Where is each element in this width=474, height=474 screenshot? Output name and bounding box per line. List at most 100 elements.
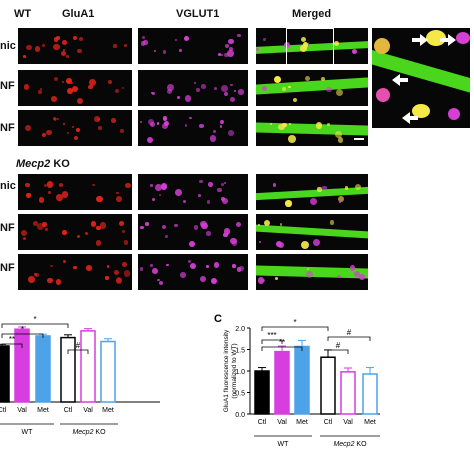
puncta <box>223 232 228 237</box>
puncta <box>317 187 322 192</box>
puncta <box>157 278 160 282</box>
puncta <box>88 84 94 90</box>
puncta <box>219 125 222 128</box>
puncta <box>278 123 285 131</box>
puncta <box>105 276 109 280</box>
puncta <box>306 271 313 278</box>
puncta <box>47 190 51 194</box>
x-tick-label: Ctl <box>64 407 73 414</box>
puncta <box>72 35 77 40</box>
inset-synapse <box>412 104 430 118</box>
puncta <box>182 199 187 204</box>
puncta <box>49 264 53 268</box>
micrograph-panel <box>256 28 368 64</box>
puncta <box>205 264 209 269</box>
puncta <box>96 226 101 231</box>
puncta <box>233 89 237 93</box>
puncta <box>76 97 84 105</box>
puncta <box>281 87 286 92</box>
puncta <box>213 129 217 134</box>
puncta <box>327 122 331 126</box>
mecp2-gene-label: Mecp2 <box>16 158 51 170</box>
puncta <box>179 271 186 278</box>
puncta <box>183 35 189 41</box>
puncta <box>140 267 144 271</box>
micrograph-panel <box>256 254 368 290</box>
puncta <box>358 273 366 281</box>
row-label-2: NF <box>0 80 15 92</box>
puncta <box>58 183 64 188</box>
significance-bracket <box>1 323 69 328</box>
bar <box>294 345 310 415</box>
puncta <box>146 137 153 144</box>
puncta <box>222 197 229 204</box>
puncta <box>223 92 228 97</box>
puncta <box>27 276 35 284</box>
puncta <box>272 183 277 187</box>
puncta <box>213 262 220 268</box>
puncta <box>44 228 48 232</box>
puncta <box>121 229 126 234</box>
puncta <box>269 123 272 126</box>
puncta <box>166 83 174 91</box>
puncta <box>312 238 321 246</box>
puncta <box>198 194 201 197</box>
row-label-6: NF <box>0 262 15 274</box>
puncta <box>151 197 155 201</box>
puncta <box>106 265 109 268</box>
x-tick-label: Met <box>37 407 49 414</box>
significance-label: * <box>33 315 36 324</box>
puncta <box>221 85 229 92</box>
puncta <box>256 47 260 51</box>
puncta <box>111 118 116 123</box>
puncta <box>239 266 244 271</box>
puncta <box>150 264 154 267</box>
row-label-1: nic <box>0 40 16 52</box>
puncta <box>194 225 199 230</box>
micrograph-panel <box>18 174 132 210</box>
puncta <box>92 183 95 187</box>
y-tick-label: 1.5 <box>235 348 245 355</box>
puncta <box>184 124 187 127</box>
x-tick-label: Met <box>296 419 308 426</box>
puncta <box>37 90 42 95</box>
puncta <box>123 240 129 245</box>
puncta <box>78 36 83 41</box>
y-axis-label: GluA1 fluorescence intensity <box>223 329 230 412</box>
puncta <box>263 220 270 227</box>
bar <box>340 371 356 415</box>
significance-bracket <box>261 346 303 351</box>
puncta <box>39 87 43 91</box>
puncta <box>199 275 207 282</box>
significance-bracket <box>1 333 44 338</box>
zoom-inset-panel <box>372 28 470 128</box>
puncta <box>140 41 146 46</box>
puncta <box>53 43 60 51</box>
puncta <box>70 81 74 85</box>
group-label: Mecp2 KO <box>333 441 367 448</box>
puncta <box>228 130 235 137</box>
puncta <box>96 195 103 202</box>
micrograph-panel <box>138 214 248 250</box>
row-label-3: NF <box>0 122 15 134</box>
puncta <box>321 185 327 191</box>
puncta <box>288 135 296 144</box>
x-tick-label: Met <box>102 407 114 414</box>
puncta <box>175 188 182 196</box>
puncta <box>156 122 160 125</box>
puncta <box>66 131 69 134</box>
puncta <box>160 183 167 190</box>
puncta <box>23 236 27 241</box>
inset-synapse <box>374 38 390 54</box>
puncta <box>72 85 79 92</box>
puncta <box>141 35 145 39</box>
puncta <box>161 224 167 230</box>
puncta <box>232 264 236 268</box>
micrograph-panel <box>18 70 132 106</box>
micrograph-panel <box>138 174 248 210</box>
group-label: WT <box>22 429 34 436</box>
puncta <box>261 86 267 92</box>
puncta <box>206 231 211 236</box>
micrograph-panel <box>18 28 132 64</box>
significance-label: ** <box>9 335 15 344</box>
